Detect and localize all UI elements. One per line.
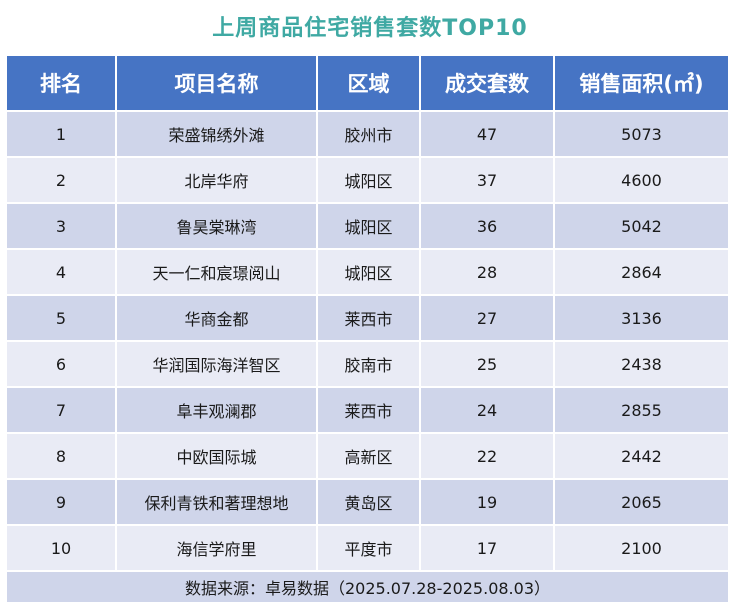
- cell-project-name: 荣盛锦绣外滩: [116, 111, 318, 158]
- cell-rank: 10: [7, 525, 117, 572]
- cell-sales-area: 2438: [554, 341, 728, 388]
- cell-project-name: 阜丰观澜郡: [116, 387, 318, 434]
- cell-units-sold: 28: [420, 249, 555, 296]
- page-title: 上周商品住宅销售套数TOP10: [212, 16, 528, 41]
- cell-units-sold: 25: [420, 341, 555, 388]
- cell-units-sold: 22: [420, 433, 555, 480]
- table-row: 6 华润国际海洋智区 胶南市 25 2438: [7, 341, 728, 388]
- data-source-note: 数据来源：卓易数据（2025.07.28-2025.08.03）: [7, 571, 728, 604]
- cell-rank: 5: [7, 295, 117, 342]
- cell-district: 城阳区: [317, 203, 421, 250]
- cell-units-sold: 36: [420, 203, 555, 250]
- cell-sales-area: 2100: [554, 525, 728, 572]
- cell-district: 城阳区: [317, 157, 421, 204]
- cell-units-sold: 19: [420, 479, 555, 526]
- cell-rank: 3: [7, 203, 117, 250]
- table-row: 8 中欧国际城 高新区 22 2442: [7, 433, 728, 480]
- cell-district: 莱西市: [317, 387, 421, 434]
- cell-rank: 9: [7, 479, 117, 526]
- cell-sales-area: 4600: [554, 157, 728, 204]
- cell-sales-area: 3136: [554, 295, 728, 342]
- cell-rank: 4: [7, 249, 117, 296]
- cell-project-name: 北岸华府: [116, 157, 318, 204]
- cell-project-name: 华润国际海洋智区: [116, 341, 318, 388]
- table-row: 1 荣盛锦绣外滩 胶州市 47 5073: [7, 111, 728, 158]
- table-footer-row: 数据来源：卓易数据（2025.07.28-2025.08.03）: [7, 571, 728, 604]
- cell-rank: 2: [7, 157, 117, 204]
- cell-rank: 6: [7, 341, 117, 388]
- cell-rank: 8: [7, 433, 117, 480]
- cell-rank: 7: [7, 387, 117, 434]
- cell-project-name: 海信学府里: [116, 525, 318, 572]
- cell-district: 城阳区: [317, 249, 421, 296]
- cell-units-sold: 37: [420, 157, 555, 204]
- cell-sales-area: 5042: [554, 203, 728, 250]
- cell-district: 莱西市: [317, 295, 421, 342]
- column-header-district: 区域: [317, 56, 421, 112]
- cell-project-name: 天一仁和宸璟阅山: [116, 249, 318, 296]
- cell-sales-area: 2065: [554, 479, 728, 526]
- table-row: 3 鲁昊棠琳湾 城阳区 36 5042: [7, 203, 728, 250]
- cell-sales-area: 2442: [554, 433, 728, 480]
- cell-district: 高新区: [317, 433, 421, 480]
- cell-sales-area: 2855: [554, 387, 728, 434]
- column-header-area: 销售面积(㎡): [554, 56, 728, 112]
- table-row: 7 阜丰观澜郡 莱西市 24 2855: [7, 387, 728, 434]
- cell-district: 胶州市: [317, 111, 421, 158]
- column-header-rank: 排名: [7, 56, 117, 112]
- cell-sales-area: 2864: [554, 249, 728, 296]
- cell-project-name: 华商金都: [116, 295, 318, 342]
- cell-district: 胶南市: [317, 341, 421, 388]
- cell-district: 黄岛区: [317, 479, 421, 526]
- cell-units-sold: 27: [420, 295, 555, 342]
- cell-project-name: 鲁昊棠琳湾: [116, 203, 318, 250]
- cell-project-name: 中欧国际城: [116, 433, 318, 480]
- table-row: 5 华商金都 莱西市 27 3136: [7, 295, 728, 342]
- table-row: 4 天一仁和宸璟阅山 城阳区 28 2864: [7, 249, 728, 296]
- cell-district: 平度市: [317, 525, 421, 572]
- table-body: 1 荣盛锦绣外滩 胶州市 47 5073 2 北岸华府 城阳区 37 4600 3 鲁昊棠琳湾 城阳区 3…: [7, 111, 728, 572]
- table-header-row: 排名 项目名称 区域 成交套数 销售面积(㎡): [7, 56, 728, 112]
- cell-units-sold: 17: [420, 525, 555, 572]
- cell-rank: 1: [7, 111, 117, 158]
- cell-units-sold: 47: [420, 111, 555, 158]
- column-header-project: 项目名称: [116, 56, 318, 112]
- cell-units-sold: 24: [420, 387, 555, 434]
- table-row: 2 北岸华府 城阳区 37 4600: [7, 157, 728, 204]
- cell-sales-area: 5073: [554, 111, 728, 158]
- sales-table: 排名 项目名称 区域 成交套数 销售面积(㎡) 1 荣盛锦绣外滩 胶州市 47 5073…: [7, 56, 728, 604]
- column-header-units: 成交套数: [420, 56, 555, 112]
- cell-project-name: 保利青铁和著理想地: [116, 479, 318, 526]
- table-row: 9 保利青铁和著理想地 黄岛区 19 2065: [7, 479, 728, 526]
- table-row: 10 海信学府里 平度市 17 2100: [7, 525, 728, 572]
